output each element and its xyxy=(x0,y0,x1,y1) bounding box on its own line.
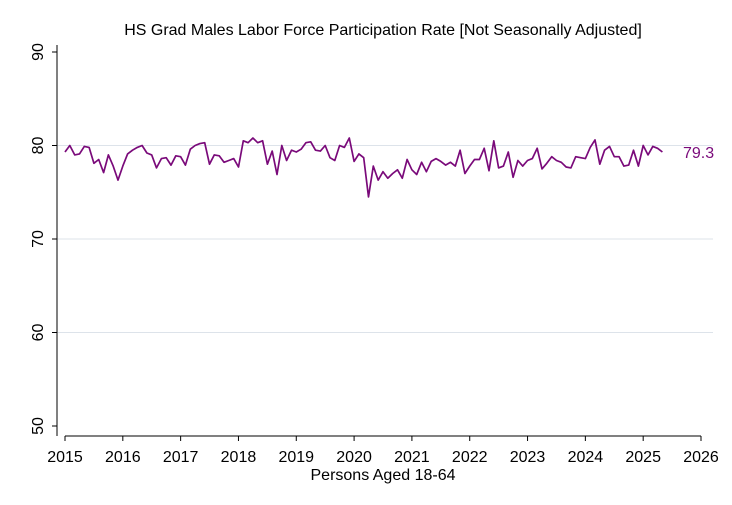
y-tick-label: 70 xyxy=(30,230,47,248)
x-tick-label: 2024 xyxy=(568,449,604,466)
x-axis-label: Persons Aged 18-64 xyxy=(311,467,456,484)
y-tick-label: 90 xyxy=(30,43,47,61)
x-tick-label: 2026 xyxy=(683,449,719,466)
y-tick-label: 60 xyxy=(30,324,47,342)
y-tick-label: 80 xyxy=(30,137,47,155)
series-line xyxy=(64,137,663,198)
last-value-label: 79.3 xyxy=(683,145,714,162)
x-tick-label: 2022 xyxy=(452,449,488,466)
y-tick-label: 50 xyxy=(30,417,47,435)
x-tick-label: 2019 xyxy=(278,449,314,466)
gridlines xyxy=(57,145,713,333)
x-tick-label: 2017 xyxy=(163,449,199,466)
x-tick-label: 2016 xyxy=(105,449,141,466)
x-tick-label: 2021 xyxy=(394,449,430,466)
x-tick-label: 2025 xyxy=(625,449,661,466)
x-tick-label: 2018 xyxy=(221,449,257,466)
chart-title: HS Grad Males Labor Force Participation … xyxy=(124,22,642,39)
x-axis: 2015 2016 2017 2018 2019 2020 2021 2022 2023 2024… xyxy=(47,435,719,466)
y-axis: 50 60 70 80 90 xyxy=(30,43,58,436)
x-tick-label: 2020 xyxy=(336,449,372,466)
x-tick-label: 2023 xyxy=(510,449,546,466)
x-tick-label: 2015 xyxy=(47,449,83,466)
